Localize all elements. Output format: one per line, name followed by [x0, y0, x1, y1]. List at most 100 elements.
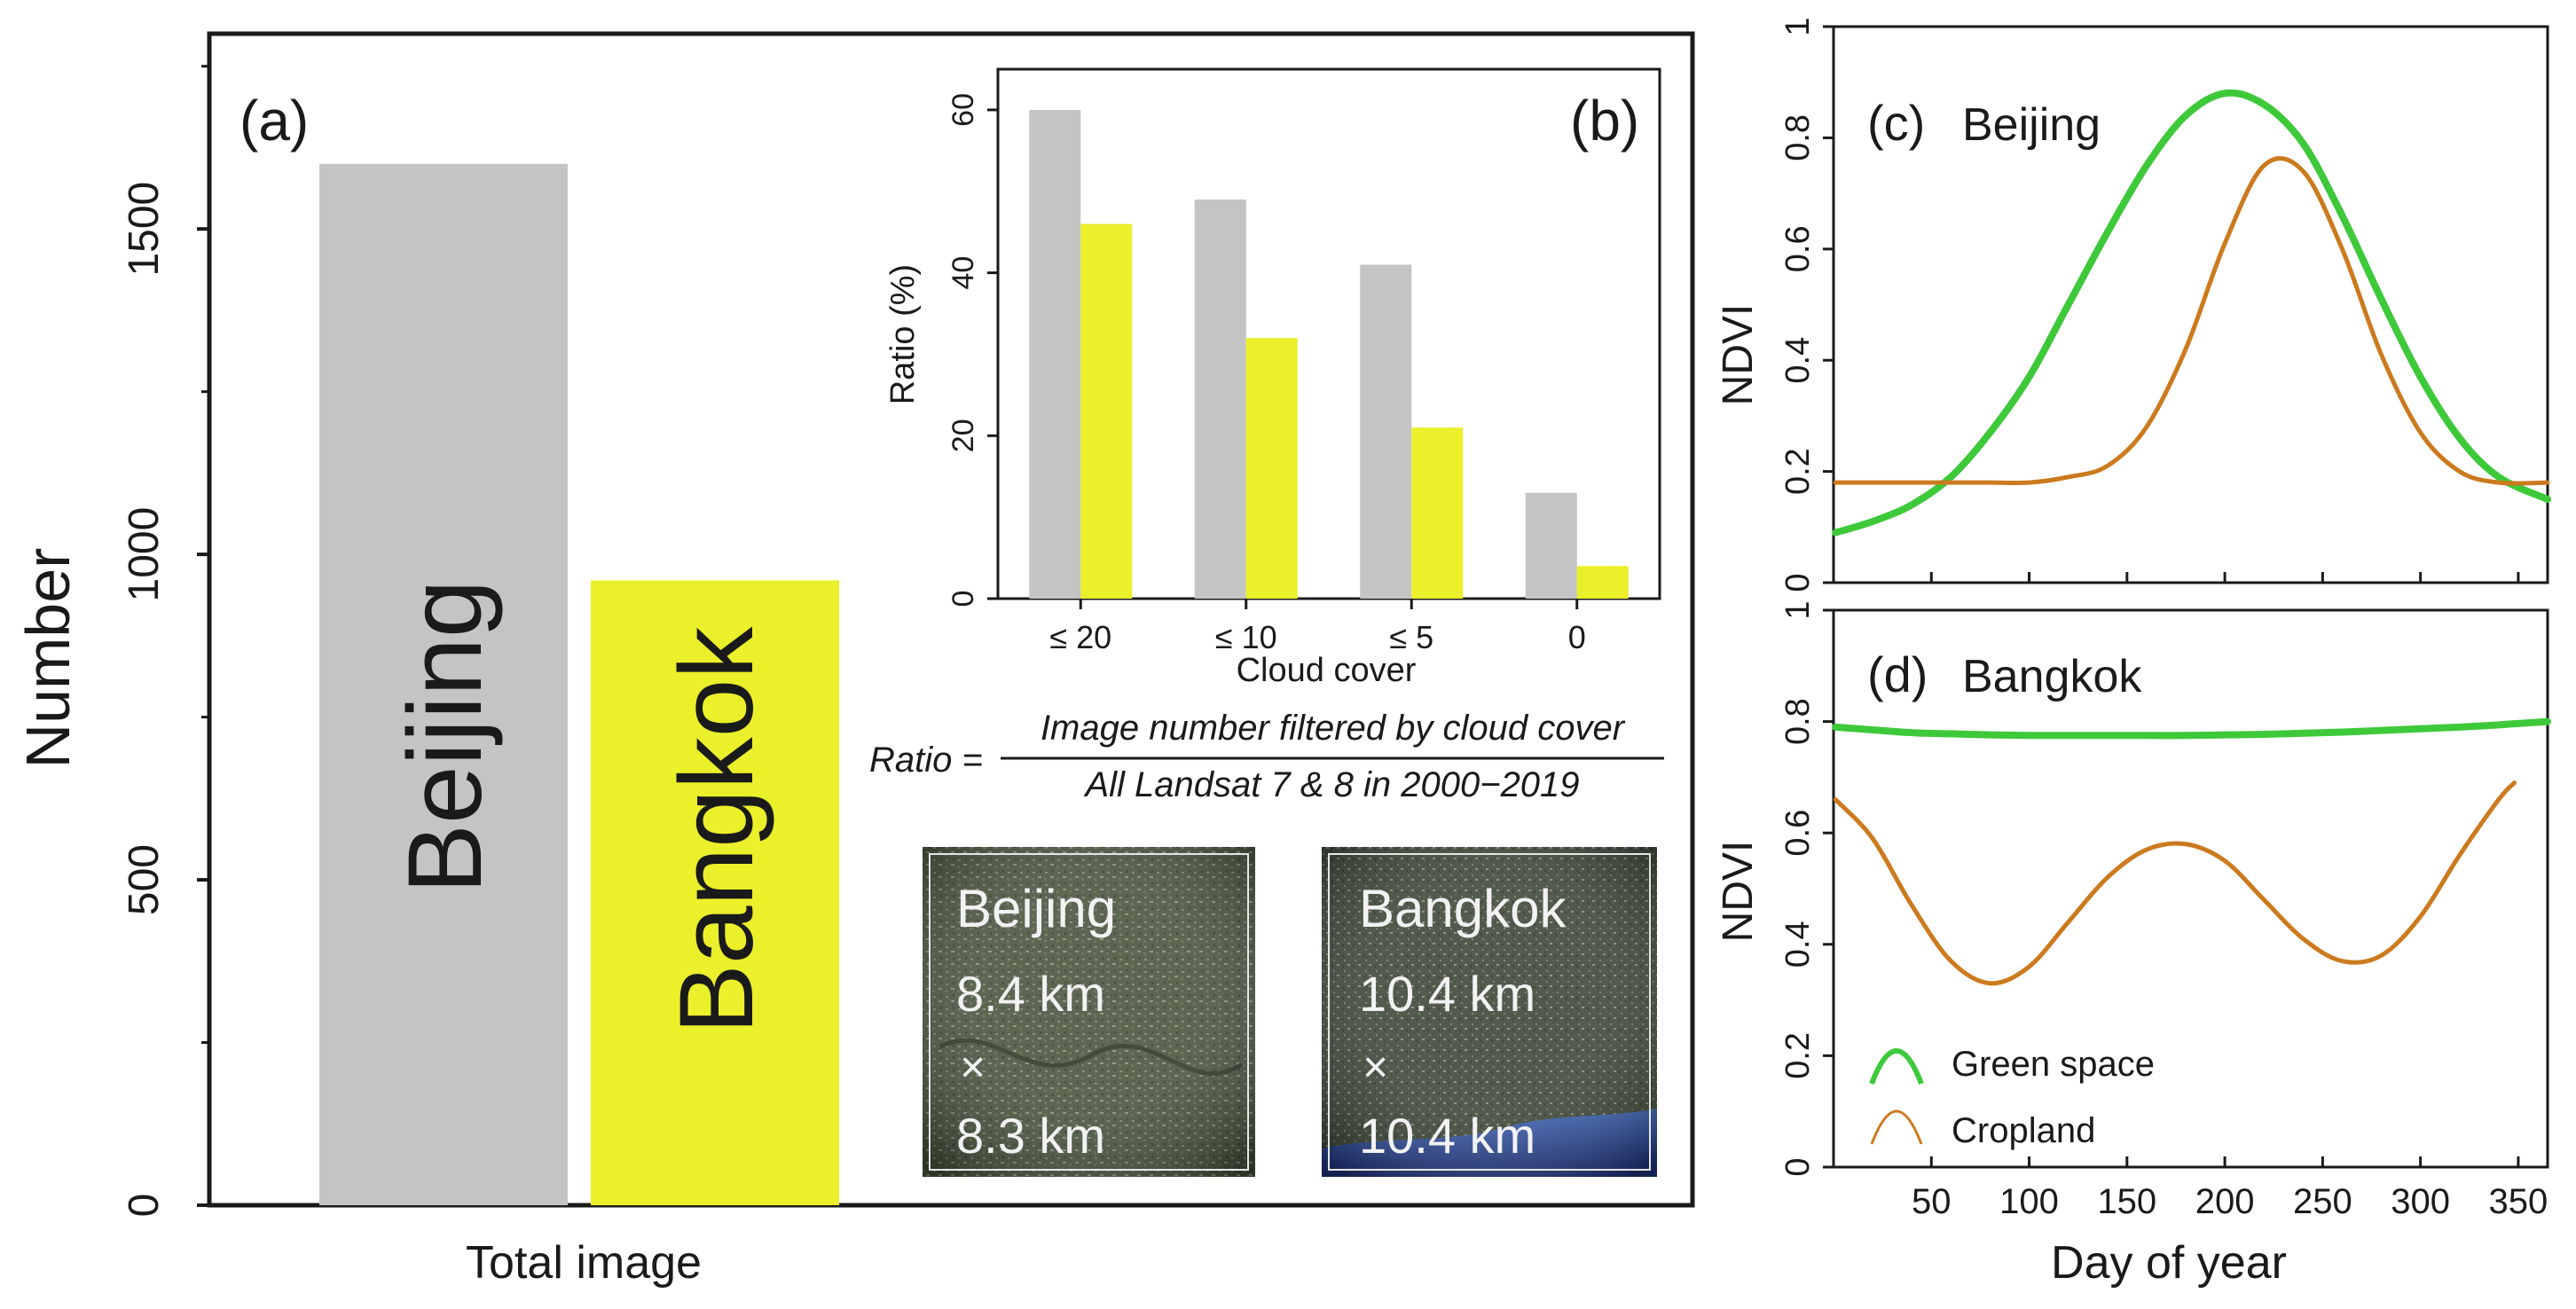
- x-tick-label: 200: [2195, 1182, 2255, 1221]
- x-tick-label: 150: [2097, 1182, 2156, 1221]
- panel-b: 0 20 40 60 ≤ 20 ≤ 10 ≤ 5 0 (b) Ratio (%) Cloud…: [884, 67, 1661, 689]
- line-green-space: [1832, 89, 2551, 537]
- thumbnail-border: [1328, 853, 1651, 1171]
- formula-numerator: Image number filtered by cloud cover: [1041, 709, 1626, 748]
- bar-bangkok: [1245, 338, 1298, 599]
- line-green-space: [1832, 717, 2551, 740]
- panel-a-y-axis: 0 500 1000 1500: [121, 65, 209, 1218]
- x-tick-label: 300: [2391, 1182, 2450, 1221]
- panel-b-y-axis: 0 20 40 60: [946, 93, 998, 607]
- y-tick-label: 0.4: [1779, 337, 1817, 384]
- thumbnail-height: 10.4 km: [1359, 1108, 1535, 1164]
- formula-lhs: Ratio =: [869, 741, 983, 780]
- thumbnail-city: Beijing: [956, 879, 1116, 938]
- y-tick-label: 0: [121, 1194, 168, 1218]
- panel-d-y-axis: 0 0.2 0.4 0.6 0.8 1: [1779, 600, 1834, 1177]
- thumbnail-vignette: [1322, 847, 1657, 1177]
- panel-a: 0 500 1000 1500 Beijing Bangkok (a) Number T…: [13, 31, 1695, 1289]
- panel-b-bars: [1029, 109, 1629, 599]
- panel-d-x-title: Day of year: [2051, 1237, 2287, 1289]
- x-tick-label: 50: [1912, 1182, 1952, 1221]
- panel-b-frame: [996, 67, 1661, 600]
- panel-c-y-title: NDVI: [1715, 304, 1762, 406]
- y-tick-label: 0: [1779, 1157, 1817, 1176]
- panel-d: 00.20.40.60.81 50 100 150 200 250 300 350 (d) …: [1715, 600, 2551, 1289]
- panel-d-frame: [1832, 608, 2549, 1169]
- bar-bangkok: [1080, 223, 1133, 599]
- panel-d-y-title: NDVI: [1715, 841, 1762, 943]
- panel-c-frame: [1832, 25, 2549, 584]
- legend-swatch-cropland: [1870, 1109, 1923, 1145]
- y-tick-label: 60: [946, 93, 980, 127]
- thumbnail-times: ×: [960, 1042, 986, 1092]
- panel-c-y-axis: 0 0.2 0.4 0.6 0.8 1: [1779, 17, 1834, 592]
- thumbnail-bangkok: Bangkok 10.4 km × 10.4 km: [1322, 847, 1657, 1177]
- panel-d-x-axis: 50 100 150 200 250 300 350: [1912, 1156, 2548, 1221]
- legend-label-cropland: Cropland: [1952, 1111, 2095, 1150]
- panel-d-lines: [1832, 717, 2551, 986]
- y-tick-label: 0.6: [1779, 225, 1817, 272]
- y-tick-label: 20: [946, 419, 980, 452]
- thumbnail-height: 8.3 km: [956, 1108, 1105, 1164]
- formula-denominator: All Landsat 7 & 8 in 2000−2019: [1083, 765, 1579, 804]
- x-tick-label: ≤ 20: [1049, 619, 1111, 655]
- bar-bangkok: [1411, 427, 1464, 599]
- x-tick-label: ≤ 5: [1389, 619, 1433, 655]
- bar-beijing: [1360, 264, 1412, 599]
- y-tick-label: 0: [1779, 573, 1817, 592]
- bar-beijing: [1525, 492, 1577, 599]
- y-tick-label: 0.4: [1779, 921, 1817, 968]
- bar-bangkok: [1576, 566, 1629, 599]
- panel-a-bars: Beijing Bangkok: [319, 163, 839, 1205]
- thumbnail-beijing: Beijing 8.4 km × 8.3 km: [923, 847, 1255, 1177]
- panel-a-label: (a): [240, 89, 309, 153]
- panel-a-frame: [207, 31, 1695, 1208]
- legend-label-green-space: Green space: [1952, 1045, 2155, 1084]
- panel-d-label: (d): [1867, 647, 1928, 702]
- panel-a-y-title: Number: [13, 548, 82, 769]
- x-tick-label: ≤ 10: [1215, 619, 1277, 655]
- bar-beijing: [1194, 199, 1246, 599]
- y-tick-label: 500: [121, 844, 168, 915]
- thumbnail-width: 8.4 km: [956, 966, 1105, 1022]
- x-tick-label: 0: [1568, 619, 1586, 655]
- y-tick-label: 0.6: [1779, 810, 1817, 857]
- x-tick-label: 100: [1999, 1182, 2059, 1221]
- y-tick-label: 1: [1779, 17, 1817, 35]
- thumbnail-width: 10.4 km: [1359, 966, 1535, 1022]
- bar-beijing: [319, 163, 568, 1205]
- bar-label: Beijing: [387, 579, 504, 893]
- y-tick-label: 40: [946, 256, 980, 290]
- y-tick-label: 0.2: [1779, 1032, 1817, 1079]
- y-tick-label: 0: [946, 591, 980, 607]
- panel-a-x-title: Total image: [466, 1237, 702, 1289]
- thumbnail-times: ×: [1363, 1042, 1388, 1092]
- legend-swatch-green-space: [1869, 1048, 1924, 1086]
- line-cropland: [1833, 156, 2550, 486]
- panel-b-label: (b): [1570, 89, 1639, 153]
- bar-bangkok: [591, 580, 839, 1205]
- panel-b-y-title: Ratio (%): [884, 264, 922, 404]
- panel-c-label: (c): [1867, 95, 1925, 151]
- y-tick-label: 1000: [121, 507, 168, 602]
- y-tick-label: 1: [1779, 600, 1817, 619]
- thumbnail-border: [929, 853, 1249, 1171]
- ratio-formula: Ratio = Image number filtered by cloud c…: [869, 709, 1664, 804]
- y-tick-label: 0.8: [1779, 698, 1817, 745]
- x-tick-label: 250: [2293, 1182, 2352, 1221]
- x-tick-label: 350: [2489, 1182, 2549, 1221]
- panel-c-title: Beijing: [1962, 99, 2101, 151]
- panel-b-x-title: Cloud cover: [1237, 652, 1417, 689]
- panel-c: 0 0.2 0.4 0.6 0.8 1 (c) Beijing NDVI: [1715, 17, 2551, 592]
- y-tick-label: 0.8: [1779, 114, 1817, 161]
- panel-c-x-ticks: [1929, 572, 2520, 583]
- panel-d-legend: Green space Cropland: [1869, 1045, 2155, 1150]
- thumbnail-vignette: [923, 847, 1255, 1177]
- bar-label: Bangkok: [658, 626, 775, 1034]
- y-tick-label: 1500: [121, 182, 168, 277]
- bar-beijing: [1029, 109, 1081, 599]
- panel-c-lines: [1832, 89, 2551, 537]
- y-tick-label: 0.2: [1779, 448, 1817, 495]
- thumbnail-city: Bangkok: [1359, 879, 1567, 938]
